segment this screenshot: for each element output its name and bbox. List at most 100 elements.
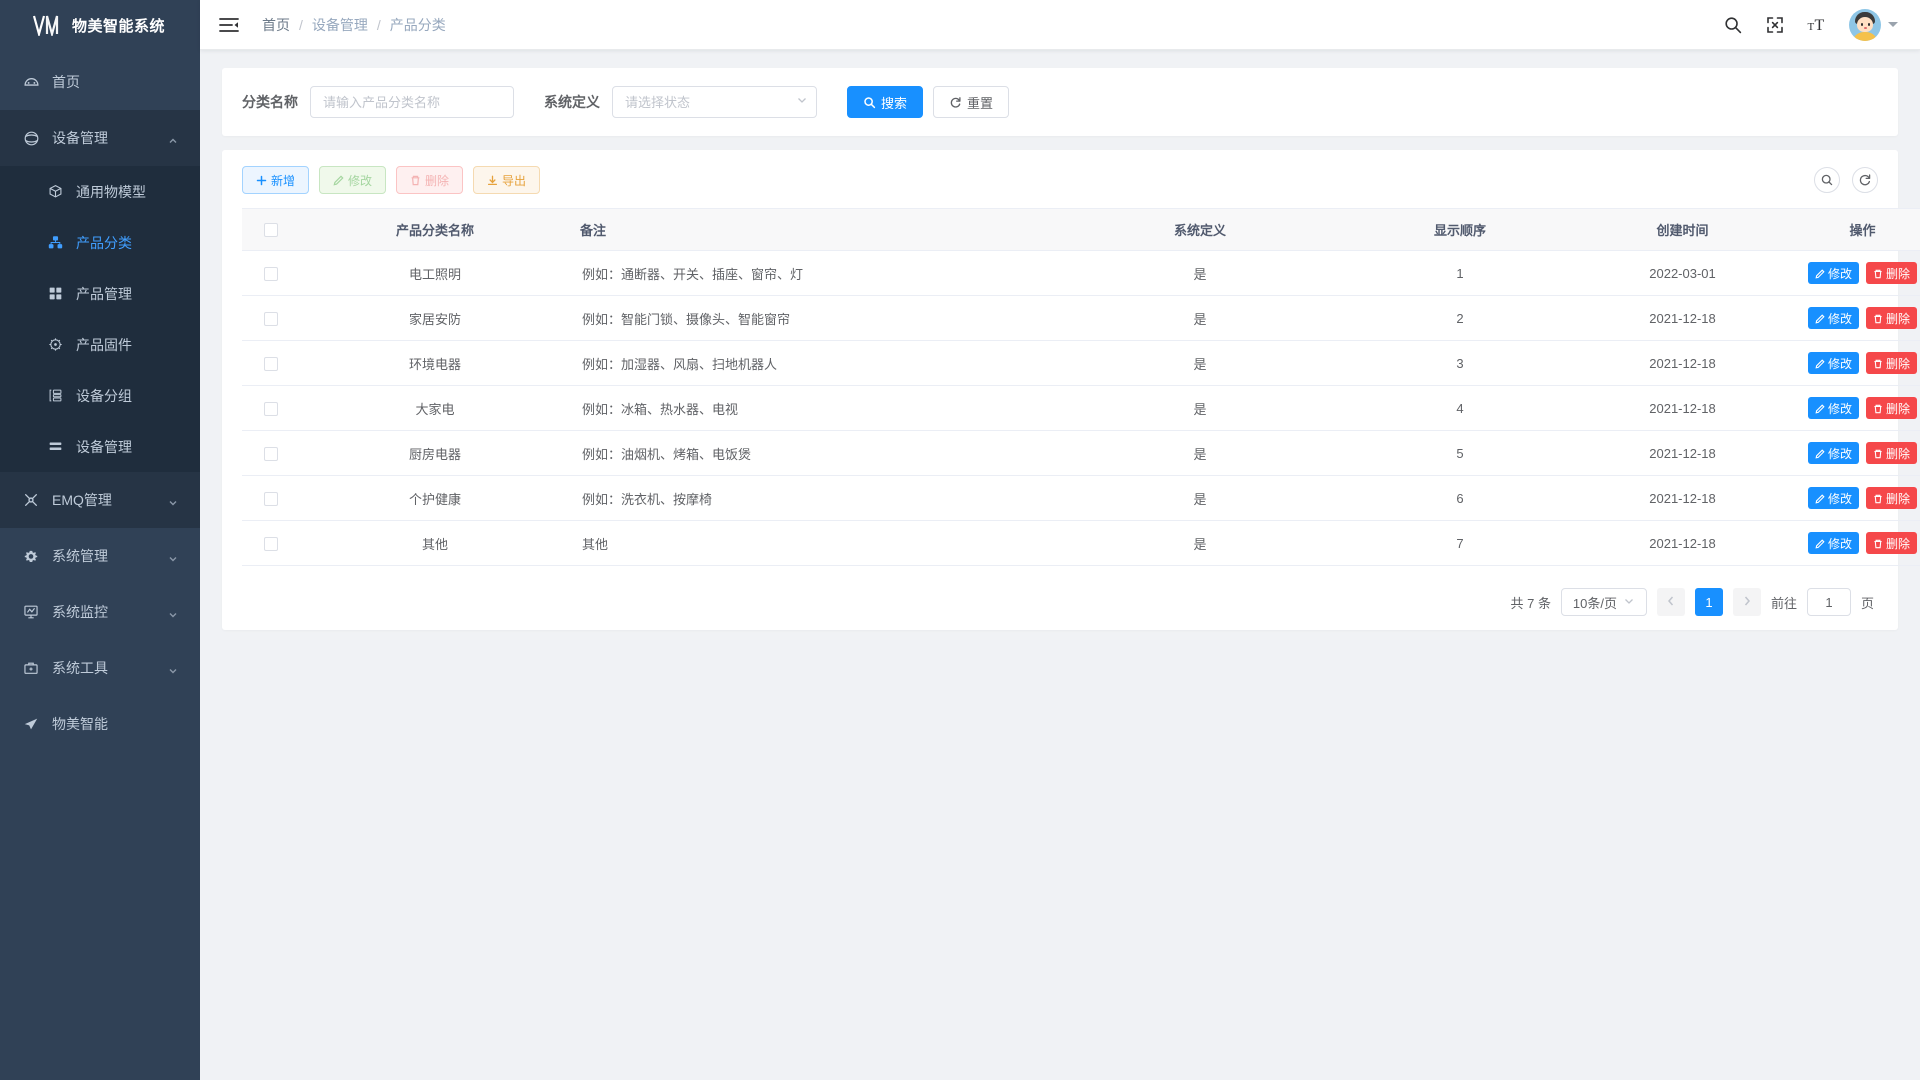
row-checkbox[interactable] — [264, 356, 278, 371]
row-delete-button[interactable]: 删除 — [1866, 262, 1918, 284]
row-checkbox[interactable] — [264, 266, 278, 281]
row-select-cell — [242, 430, 300, 476]
cell-display-order: 3 — [1330, 340, 1590, 386]
sidebar-item-thing-model[interactable]: 通用物模型 — [0, 166, 200, 217]
breadcrumb-item-home[interactable]: 首页 — [262, 16, 290, 33]
table-row[interactable]: 厨房电器 例如：油烟机、烤箱、电饭煲是 5 2021-12-18 修改 删除 — [242, 430, 1920, 476]
search-circle-icon[interactable] — [1814, 167, 1840, 193]
row-select-cell — [242, 385, 300, 431]
sidebar-item-label: 设备分组 — [76, 387, 132, 404]
select-all-checkbox[interactable] — [264, 223, 278, 238]
sidebar-item-label: 产品管理 — [76, 285, 132, 302]
topbar-actions: T T — [1723, 8, 1920, 41]
add-button[interactable]: 新增 — [242, 166, 310, 194]
sidebar-item-system-tools[interactable]: 系统工具 — [0, 640, 200, 696]
chevron-down-icon — [168, 551, 178, 562]
add-button-label: 新增 — [271, 173, 296, 188]
sidebar-item-label: EMQ管理 — [52, 492, 112, 508]
row-delete-label: 删除 — [1886, 401, 1911, 416]
search-input-category-name[interactable] — [310, 86, 514, 118]
sidebar-item-device-group[interactable]: 设备分组 — [0, 370, 200, 421]
chevron-left-icon — [1665, 595, 1677, 610]
row-delete-button[interactable]: 删除 — [1866, 442, 1918, 464]
row-edit-button[interactable]: 修改 — [1807, 487, 1859, 509]
field-category-name: 分类名称 — [242, 86, 514, 118]
send-icon — [20, 713, 42, 735]
row-edit-button[interactable]: 修改 — [1807, 352, 1859, 374]
table-tool-actions — [1814, 167, 1878, 193]
row-edit-button[interactable]: 修改 — [1807, 532, 1859, 554]
table-header-order: 显示顺序 — [1330, 208, 1590, 251]
hamburger-fold-icon[interactable] — [218, 14, 240, 36]
cell-remark: 例如：智能门锁、摄像头、智能窗帘 — [570, 295, 1070, 341]
breadcrumb: 首页 / 设备管理 / 产品分类 — [262, 15, 446, 35]
download-icon — [487, 175, 498, 186]
label-category-name: 分类名称 — [242, 94, 298, 110]
row-delete-button[interactable]: 删除 — [1866, 487, 1918, 509]
table-body: 电工照明 例如：通断器、开关、插座、窗帘、灯是 1 2022-03-01 修改 删除 家居安… — [242, 250, 1920, 566]
select-system-definition[interactable] — [612, 86, 817, 118]
row-checkbox[interactable] — [264, 491, 278, 506]
select-input-system-definition[interactable] — [612, 86, 817, 118]
row-delete-button[interactable]: 删除 — [1866, 397, 1918, 419]
sidebar-item-system-monitor[interactable]: 系统监控 — [0, 584, 200, 640]
label-system-definition: 系统定义 — [544, 94, 600, 110]
table-row[interactable]: 家居安防 例如：智能门锁、摄像头、智能窗帘是 2 2021-12-18 修改 删除 — [242, 295, 1920, 341]
row-edit-button[interactable]: 修改 — [1807, 262, 1859, 284]
trash-icon — [1873, 538, 1883, 549]
row-checkbox[interactable] — [264, 536, 278, 551]
trash-icon — [1873, 268, 1883, 279]
table-row[interactable]: 电工照明 例如：通断器、开关、插座、窗帘、灯是 1 2022-03-01 修改 删除 — [242, 250, 1920, 296]
row-edit-button[interactable]: 修改 — [1807, 442, 1859, 464]
device-icon — [20, 127, 42, 149]
sidebar-item-product-management[interactable]: 产品管理 — [0, 268, 200, 319]
row-delete-button[interactable]: 删除 — [1866, 307, 1918, 329]
pagination-jump-suffix: 页 — [1860, 595, 1874, 611]
export-button[interactable]: 导出 — [473, 166, 541, 194]
cell-category-name: 环境电器 — [300, 340, 570, 386]
brand-logo[interactable]: 物美智能系统 — [0, 0, 200, 50]
sidebar-item-device-management[interactable]: 设备管理 — [0, 110, 200, 166]
pagination-page-1[interactable]: 1 — [1694, 588, 1723, 616]
sidebar-item-emq-management[interactable]: EMQ管理 — [0, 472, 200, 528]
table-row[interactable]: 个护健康 例如：洗衣机、按摩椅是 6 2021-12-18 修改 删除 — [242, 475, 1920, 521]
search-button[interactable]: 搜索 — [847, 86, 924, 118]
pagination-prev-button[interactable] — [1656, 588, 1685, 616]
sidebar-item-product-firmware[interactable]: 产品固件 — [0, 319, 200, 370]
sidebar-item-home[interactable]: 首页 — [0, 54, 200, 110]
delete-button-label: 删除 — [425, 173, 450, 188]
table-row[interactable]: 其他 其他是 7 2021-12-18 修改 删除 — [242, 520, 1920, 566]
row-checkbox[interactable] — [264, 446, 278, 461]
font-size-icon[interactable]: T T — [1807, 15, 1827, 35]
row-delete-button[interactable]: 删除 — [1866, 532, 1918, 554]
delete-button[interactable]: 删除 — [396, 166, 464, 194]
trash-icon — [410, 175, 421, 186]
row-edit-button[interactable]: 修改 — [1807, 307, 1859, 329]
row-checkbox[interactable] — [264, 311, 278, 326]
refresh-circle-icon[interactable] — [1852, 167, 1878, 193]
pagination-jump-input[interactable] — [1806, 588, 1851, 616]
row-edit-button[interactable]: 修改 — [1807, 397, 1859, 419]
table-row[interactable]: 大家电 例如：冰箱、热水器、电视是 4 2021-12-18 修改 删除 — [242, 385, 1920, 431]
sidebar-item-device-list[interactable]: 设备管理 — [0, 421, 200, 472]
row-select-cell — [242, 520, 300, 566]
row-delete-button[interactable]: 删除 — [1866, 352, 1918, 374]
sidebar-item-wumei-smart[interactable]: 物美智能 — [0, 696, 200, 752]
row-checkbox[interactable] — [264, 401, 278, 416]
pagination-next-button[interactable] — [1732, 588, 1761, 616]
table-row[interactable]: 环境电器 例如：加湿器、风扇、扫地机器人是 3 2021-12-18 修改 删除 — [242, 340, 1920, 386]
sidebar-item-product-category[interactable]: 产品分类 — [0, 217, 200, 268]
edit-button[interactable]: 修改 — [319, 166, 387, 194]
search-button-label: 搜索 — [881, 95, 908, 111]
chevron-down-icon — [168, 607, 178, 618]
row-edit-label: 修改 — [1827, 446, 1852, 461]
breadcrumb-item-device-management[interactable]: 设备管理 — [311, 16, 368, 33]
fullscreen-icon[interactable] — [1765, 15, 1785, 35]
product-category-table: 产品分类名称 备注 系统定义 显示顺序 创建时间 操作 电工照明 例如：通断器、开… — [242, 208, 1920, 566]
page-size-select[interactable]: 10条/页 — [1560, 588, 1647, 616]
sidebar-item-system-management[interactable]: 系统管理 — [0, 528, 200, 584]
reset-button[interactable]: 重置 — [933, 86, 1010, 118]
user-menu[interactable] — [1849, 8, 1898, 41]
cell-category-name: 家居安防 — [300, 295, 570, 341]
search-icon[interactable] — [1723, 15, 1743, 35]
